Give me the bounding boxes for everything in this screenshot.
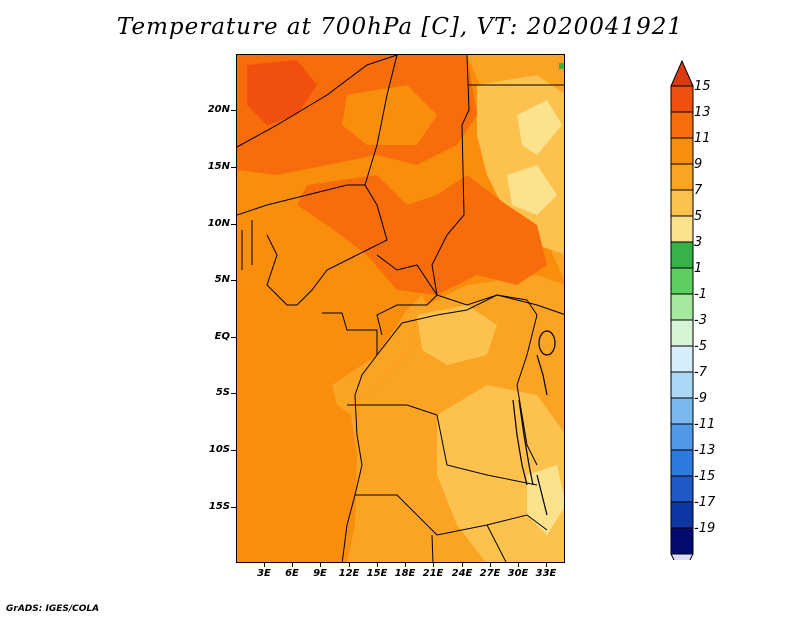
- lon-tick: [292, 563, 293, 567]
- lat-tick: [231, 507, 236, 508]
- lon-label-33e: 33E: [535, 568, 557, 579]
- lat-tick: [231, 167, 236, 168]
- colorbar-label: 1: [694, 261, 703, 276]
- lat-label-5s: 5S: [215, 387, 230, 398]
- colorbar-over-triangle: [670, 60, 694, 87]
- colorbar-label: 7: [694, 183, 703, 198]
- colorbar-under-triangle: [670, 553, 694, 560]
- colorbar-label: -3: [694, 313, 707, 328]
- colorbar-label: -17: [694, 495, 716, 510]
- lat-tick: [231, 280, 236, 281]
- field-13-15-core: [247, 60, 317, 125]
- colorbar-swatch: [670, 163, 694, 191]
- lat-label-5n: 5N: [214, 274, 230, 285]
- lake-outlines: [512, 330, 556, 516]
- colorbar-label: -1: [694, 287, 707, 302]
- temperature-field: [237, 55, 564, 562]
- colorbar-label: -7: [694, 365, 707, 380]
- lat-label-10n: 10N: [207, 218, 230, 229]
- field-9-11-pocket: [342, 85, 437, 145]
- colorbar-label: 9: [694, 157, 703, 172]
- lon-label-24e: 24E: [451, 568, 473, 579]
- field-1-3-blob: [559, 63, 564, 69]
- colorbar-label: -19: [694, 521, 716, 536]
- lon-label-18e: 18E: [394, 568, 416, 579]
- lon-label-27e: 27E: [479, 568, 501, 579]
- lat-tick: [231, 110, 236, 111]
- colorbar-swatch: [670, 449, 694, 477]
- colorbar-swatch: [670, 189, 694, 217]
- colorbar-label: 13: [694, 105, 711, 120]
- field-11-13-sahel: [297, 175, 547, 295]
- grads-credit: GrADS: IGES/COLA: [6, 604, 100, 614]
- lon-tick: [490, 563, 491, 567]
- lat-label-15s: 15S: [208, 501, 230, 512]
- field-3-5-a: [517, 100, 562, 155]
- colorbar-swatch: [670, 371, 694, 399]
- lat-tick: [231, 337, 236, 338]
- lon-label-30e: 30E: [507, 568, 529, 579]
- lon-tick: [518, 563, 519, 567]
- colorbar-label: -9: [694, 391, 707, 406]
- colorbar-label: 11: [694, 131, 711, 146]
- colorbar-swatch: [670, 137, 694, 165]
- colorbar-swatch: [670, 267, 694, 295]
- field-5-7-central: [417, 305, 497, 365]
- lon-tick: [546, 563, 547, 567]
- lat-label-20n: 20N: [207, 104, 230, 115]
- colorbar-swatch: [670, 215, 694, 243]
- lon-tick: [349, 563, 350, 567]
- lon-label-9e: 9E: [313, 568, 327, 579]
- lon-tick: [405, 563, 406, 567]
- colorbar-swatch: [670, 345, 694, 373]
- lon-label-6e: 6E: [285, 568, 299, 579]
- lat-label-15n: 15N: [207, 161, 230, 172]
- lat-tick: [231, 224, 236, 225]
- colorbar-swatch: [670, 293, 694, 321]
- lon-label-3e: 3E: [257, 568, 271, 579]
- colorbar-swatch: [670, 319, 694, 347]
- colorbar-label: 3: [694, 235, 703, 250]
- colorbar-swatch: [670, 501, 694, 529]
- lon-tick: [320, 563, 321, 567]
- lon-label-15e: 15E: [366, 568, 388, 579]
- map-title: Temperature at 700hPa [C], VT: 202004192…: [116, 14, 684, 40]
- country-borders: [237, 55, 564, 562]
- lat-label-eq: EQ: [214, 331, 230, 342]
- colorbar-label: -5: [694, 339, 707, 354]
- colorbar: [670, 60, 694, 560]
- lon-tick: [433, 563, 434, 567]
- field-3-5-b: [507, 165, 557, 215]
- colorbar-label: 15: [694, 79, 711, 94]
- lon-tick: [377, 563, 378, 567]
- lon-tick: [264, 563, 265, 567]
- lat-tick: [231, 450, 236, 451]
- colorbar-label: -11: [694, 417, 716, 432]
- lon-label-12e: 12E: [338, 568, 360, 579]
- colorbar-swatch: [670, 241, 694, 269]
- field-7-9-congo: [332, 295, 427, 415]
- lat-label-10s: 10S: [208, 444, 230, 455]
- colorbar-swatch: [670, 475, 694, 503]
- temperature-map: [236, 54, 565, 563]
- colorbar-swatch: [670, 397, 694, 425]
- colorbar-label: -15: [694, 469, 716, 484]
- colorbar-label: 5: [694, 209, 703, 224]
- lat-tick: [231, 393, 236, 394]
- field-3-5-c: [527, 465, 564, 535]
- colorbar-swatch: [670, 111, 694, 139]
- colorbar-swatch: [670, 527, 694, 555]
- colorbar-label: -13: [694, 443, 716, 458]
- colorbar-swatch: [670, 423, 694, 451]
- colorbar-swatch: [670, 85, 694, 113]
- lon-label-21e: 21E: [422, 568, 444, 579]
- lon-tick: [462, 563, 463, 567]
